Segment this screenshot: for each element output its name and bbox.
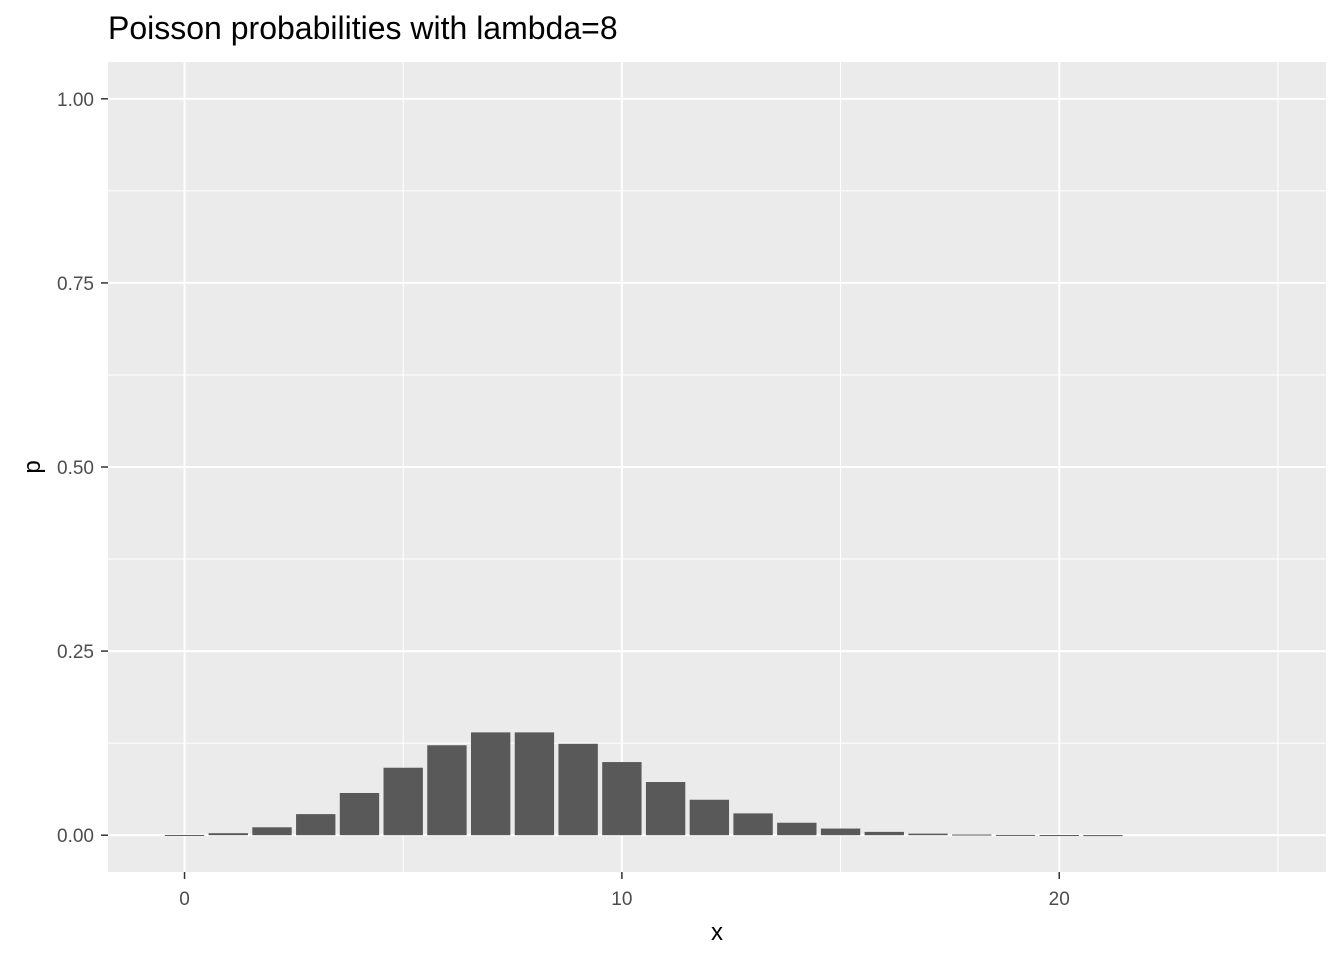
- bar-x-3: [296, 814, 336, 836]
- bar-x-16: [864, 831, 904, 836]
- bar-x-20: [1039, 835, 1079, 837]
- x-tick-label: 20: [1049, 889, 1070, 910]
- bar-x-14: [777, 822, 817, 836]
- bar-x-2: [252, 827, 292, 836]
- x-axis-title: x: [711, 919, 723, 946]
- y-tick-label: 1.00: [57, 90, 94, 111]
- y-axis-title: p: [19, 460, 46, 473]
- bar-x-19: [995, 834, 1036, 836]
- bar-x-9: [558, 743, 598, 836]
- y-tick-label: 0.75: [57, 274, 94, 295]
- x-tick-label: 0: [179, 889, 190, 910]
- bar-x-4: [339, 792, 380, 836]
- bar-x-1: [208, 833, 248, 836]
- bar-x-10: [602, 762, 642, 836]
- chart-title: Poisson probabilities with lambda=8: [108, 10, 618, 46]
- y-tick-label: 0.50: [57, 458, 94, 479]
- bar-x-15: [820, 828, 861, 836]
- bar-x-7: [470, 732, 511, 836]
- y-tick-label: 0.25: [57, 642, 94, 663]
- bar-x-8: [514, 732, 555, 836]
- bar-x-11: [645, 782, 686, 836]
- bar-x-13: [733, 813, 773, 836]
- axes: 0.00 0.25 0.50 0.75 1.00 0 10 20: [57, 90, 1070, 910]
- bars: [164, 732, 1123, 837]
- bar-x-17: [908, 833, 948, 836]
- bar-x-6: [427, 745, 467, 836]
- bar-x-21: [1083, 835, 1123, 837]
- bar-x-12: [689, 799, 730, 836]
- y-tick-label: 0.00: [57, 826, 94, 847]
- bar-x-18: [952, 834, 992, 836]
- x-tick-label: 10: [611, 889, 632, 910]
- bar-x-5: [383, 767, 423, 836]
- bar-x-0: [164, 834, 205, 836]
